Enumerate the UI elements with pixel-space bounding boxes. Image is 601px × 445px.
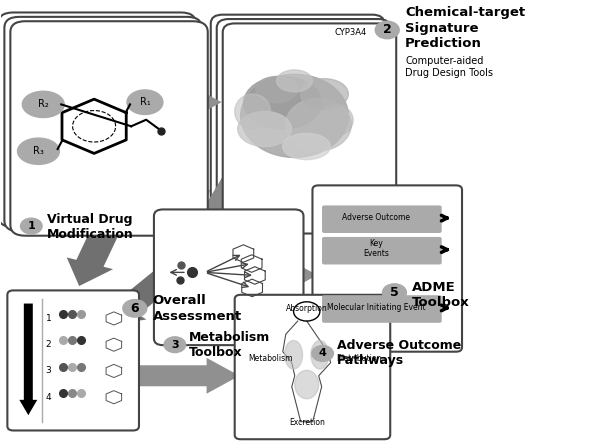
Text: Adverse Outcome
Pathways: Adverse Outcome Pathways <box>337 340 461 368</box>
Circle shape <box>20 218 42 234</box>
Ellipse shape <box>127 90 163 114</box>
Text: 1: 1 <box>46 314 52 323</box>
Text: 4: 4 <box>319 348 326 358</box>
Text: Computer-aided
Drug Design Tools: Computer-aided Drug Design Tools <box>405 56 493 78</box>
Text: 2: 2 <box>383 24 392 36</box>
Ellipse shape <box>243 77 322 129</box>
FancyBboxPatch shape <box>223 24 396 234</box>
Ellipse shape <box>285 340 302 369</box>
Circle shape <box>164 337 186 352</box>
Text: 4: 4 <box>46 393 51 402</box>
FancyBboxPatch shape <box>7 291 139 430</box>
FancyBboxPatch shape <box>10 21 208 236</box>
Ellipse shape <box>320 105 353 136</box>
Polygon shape <box>201 142 267 220</box>
Ellipse shape <box>22 91 64 117</box>
Polygon shape <box>19 303 37 415</box>
Text: R₂: R₂ <box>38 99 49 109</box>
Ellipse shape <box>240 74 349 158</box>
Polygon shape <box>67 169 147 286</box>
FancyBboxPatch shape <box>0 12 196 227</box>
Text: 3: 3 <box>46 366 52 376</box>
Text: Metabolism
Toolbox: Metabolism Toolbox <box>189 331 270 359</box>
Text: Adverse Outcome: Adverse Outcome <box>342 213 410 222</box>
Circle shape <box>312 346 334 361</box>
Text: R₃: R₃ <box>33 146 44 156</box>
Ellipse shape <box>237 112 291 146</box>
Polygon shape <box>106 253 198 325</box>
Polygon shape <box>136 358 239 394</box>
FancyBboxPatch shape <box>322 237 442 264</box>
FancyBboxPatch shape <box>217 19 390 229</box>
Text: CYP3A4: CYP3A4 <box>334 28 366 37</box>
Ellipse shape <box>276 70 313 92</box>
FancyBboxPatch shape <box>322 206 442 233</box>
Text: ADME
Toolbox: ADME Toolbox <box>412 280 470 309</box>
Ellipse shape <box>311 340 329 369</box>
FancyBboxPatch shape <box>322 295 442 323</box>
Text: Distribution: Distribution <box>336 354 381 363</box>
Text: 3: 3 <box>171 340 178 350</box>
Text: Excretion: Excretion <box>289 418 325 427</box>
Polygon shape <box>144 138 210 216</box>
Text: 5: 5 <box>390 286 399 299</box>
FancyBboxPatch shape <box>4 17 202 231</box>
Text: 1: 1 <box>28 221 35 231</box>
FancyBboxPatch shape <box>211 15 384 225</box>
Text: Chemical-target
Signature
Prediction: Chemical-target Signature Prediction <box>405 6 525 50</box>
FancyBboxPatch shape <box>313 186 462 352</box>
Text: R₁: R₁ <box>139 97 150 107</box>
Circle shape <box>375 21 399 39</box>
Ellipse shape <box>17 138 59 164</box>
Circle shape <box>123 299 147 317</box>
Ellipse shape <box>300 79 349 109</box>
FancyBboxPatch shape <box>154 210 304 345</box>
Text: Molecular Initiating Event: Molecular Initiating Event <box>327 303 426 312</box>
Text: Metabolism: Metabolism <box>248 354 292 363</box>
Ellipse shape <box>255 77 297 103</box>
Text: Virtual Drug
Modification: Virtual Drug Modification <box>47 213 133 241</box>
Polygon shape <box>187 84 222 120</box>
Text: Key
Events: Key Events <box>363 239 389 259</box>
FancyBboxPatch shape <box>235 295 390 439</box>
Ellipse shape <box>235 94 270 129</box>
Text: Absorption: Absorption <box>286 303 328 312</box>
Ellipse shape <box>294 370 319 399</box>
Text: Overall
Assessment: Overall Assessment <box>153 294 242 323</box>
Ellipse shape <box>285 98 352 151</box>
Circle shape <box>382 284 406 301</box>
Polygon shape <box>291 261 317 289</box>
Text: 2: 2 <box>46 340 51 349</box>
Ellipse shape <box>282 134 331 160</box>
Text: 6: 6 <box>130 302 139 315</box>
